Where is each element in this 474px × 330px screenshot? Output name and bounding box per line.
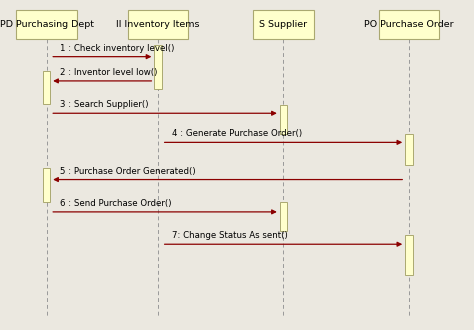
Text: 6 : Send Purchase Order(): 6 : Send Purchase Order() xyxy=(61,199,172,208)
Text: 5 : Purchase Order Generated(): 5 : Purchase Order Generated() xyxy=(61,167,196,176)
FancyBboxPatch shape xyxy=(43,71,50,104)
Text: PO Purchase Order: PO Purchase Order xyxy=(364,20,454,29)
FancyBboxPatch shape xyxy=(405,235,412,275)
FancyBboxPatch shape xyxy=(128,10,188,39)
FancyBboxPatch shape xyxy=(253,10,314,39)
FancyBboxPatch shape xyxy=(155,45,162,89)
FancyBboxPatch shape xyxy=(280,105,287,134)
FancyBboxPatch shape xyxy=(405,134,412,165)
FancyBboxPatch shape xyxy=(379,10,439,39)
Text: II Inventory Items: II Inventory Items xyxy=(116,20,200,29)
Text: 1 : Check inventory level(): 1 : Check inventory level() xyxy=(61,44,175,53)
Text: S Supplier: S Supplier xyxy=(259,20,308,29)
Text: 4 : Generate Purchase Order(): 4 : Generate Purchase Order() xyxy=(172,129,302,139)
FancyBboxPatch shape xyxy=(43,168,50,202)
Text: 7: Change Status As sent(): 7: Change Status As sent() xyxy=(172,231,288,240)
Text: 2 : Inventor level low(): 2 : Inventor level low() xyxy=(61,68,158,77)
Text: 3 : Search Supplier(): 3 : Search Supplier() xyxy=(61,100,149,109)
Text: PD Purchasing Dept: PD Purchasing Dept xyxy=(0,20,93,29)
FancyBboxPatch shape xyxy=(280,202,287,231)
FancyBboxPatch shape xyxy=(16,10,77,39)
